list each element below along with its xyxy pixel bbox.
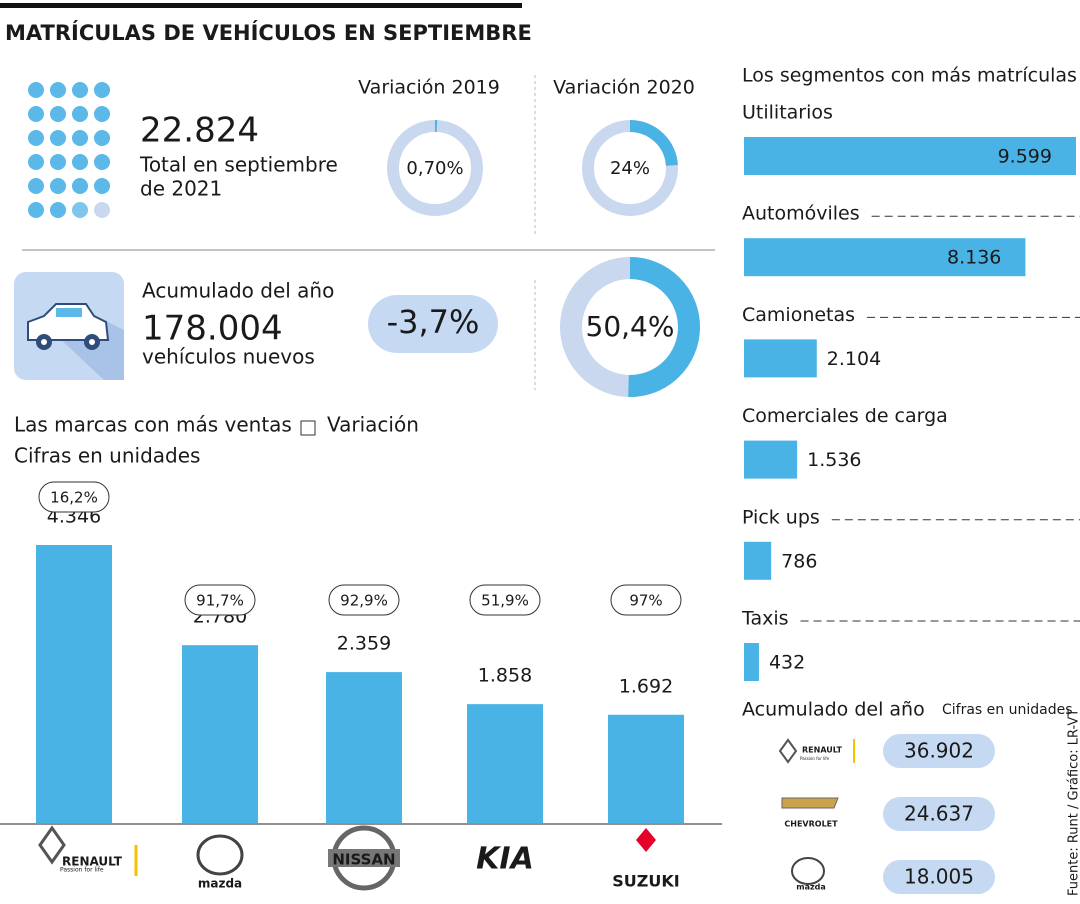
brand-logo: mazda <box>198 877 242 891</box>
brand-logo: SUZUKI <box>612 872 679 891</box>
bar-subtitle: Cifras en unidades <box>14 444 200 468</box>
total-label: de 2021 <box>140 177 222 201</box>
dot <box>94 202 110 218</box>
variation-label: 97% <box>629 592 662 610</box>
total-value: 22.824 <box>140 111 259 151</box>
dot <box>28 106 44 122</box>
segment-bar <box>744 339 817 377</box>
dot <box>72 178 88 194</box>
segment-label: Utilitarios <box>742 102 833 124</box>
dot <box>72 106 88 122</box>
segment-value: 1.536 <box>807 449 861 471</box>
segment-label: Pick ups <box>742 506 820 528</box>
dot-grid <box>28 82 110 218</box>
logo-shape <box>780 740 796 762</box>
dot <box>94 178 110 194</box>
bar-value-label: 2.359 <box>337 633 391 655</box>
dot <box>50 106 66 122</box>
segment-bar <box>744 542 771 580</box>
accumulated-value: 178.004 <box>142 309 283 349</box>
top-rule <box>0 3 522 8</box>
bar <box>36 545 112 823</box>
dot <box>50 154 66 170</box>
logo-shape <box>782 798 838 808</box>
segment-bar <box>744 441 797 479</box>
dot <box>72 130 88 146</box>
segment-label: Comerciales de carga <box>742 405 948 427</box>
donut-title: Variación 2019 <box>358 77 500 99</box>
bar <box>182 645 258 823</box>
bar-title: Las marcas con más ventas <box>14 413 292 437</box>
variation-label: 51,9% <box>481 592 529 610</box>
dot <box>50 82 66 98</box>
dot <box>50 130 66 146</box>
segment-label: Camionetas <box>742 304 855 326</box>
brand-logo: RENAULT <box>62 855 123 869</box>
dot <box>28 154 44 170</box>
dot <box>94 154 110 170</box>
brand-logo: RENAULT <box>802 746 843 755</box>
dot <box>28 130 44 146</box>
brand-logo: CHEVROLET <box>784 820 838 829</box>
acc-brands-title: Acumulado del año <box>742 699 925 721</box>
bar <box>467 704 543 823</box>
segment-bar <box>744 643 759 681</box>
logo-shape <box>636 828 656 852</box>
hbar-title: Los segmentos con más matrículas <box>742 65 1077 87</box>
segment-label: Automóviles <box>742 203 860 225</box>
legend-label: Variación <box>327 413 419 437</box>
logo-shape <box>40 828 64 862</box>
bar <box>608 715 684 823</box>
brand-value: 24.637 <box>904 802 974 826</box>
dot <box>28 82 44 98</box>
dot <box>28 178 44 194</box>
dot <box>94 82 110 98</box>
segment-label: Taxis <box>741 608 789 630</box>
brand-logo: NISSAN <box>332 851 395 869</box>
page-title: MATRÍCULAS DE VEHÍCULOS EN SEPTIEMBRE <box>5 20 532 45</box>
dot <box>72 154 88 170</box>
accumulated-change: -3,7% <box>387 303 480 341</box>
donut-label: 0,70% <box>406 158 463 179</box>
segment-value: 2.104 <box>827 348 881 370</box>
dot <box>72 202 88 218</box>
bar <box>326 672 402 823</box>
acc-brands-subtitle: Cifras en unidades <box>942 702 1073 718</box>
donut-label: 50,4% <box>586 310 675 343</box>
variation-label: 92,9% <box>340 592 388 610</box>
dot <box>94 130 110 146</box>
source: Fuente: Runt / Gráfico: LR-VT <box>1067 709 1080 896</box>
car-icon <box>14 272 124 380</box>
dot <box>72 82 88 98</box>
dot <box>50 202 66 218</box>
logo-shape <box>198 836 242 874</box>
donut-title: Variación 2020 <box>553 77 695 99</box>
brand-logo: KIA <box>476 842 534 877</box>
segment-value: 786 <box>781 550 817 572</box>
variation-label: 16,2% <box>50 489 98 507</box>
accumulated-label: Acumulado del año <box>142 279 334 303</box>
total-label: Total en septiembre <box>139 153 338 177</box>
brand-value: 18.005 <box>904 865 974 889</box>
logo-tagline: Passion for life <box>800 756 830 761</box>
dot <box>94 106 110 122</box>
segment-value: 432 <box>769 652 805 674</box>
segment-value: 9.599 <box>998 146 1052 168</box>
bar-value-label: 1.692 <box>619 675 673 697</box>
accumulated-sublabel: vehículos nuevos <box>142 345 315 369</box>
brand-logo: mazda <box>796 883 826 892</box>
brand-value: 36.902 <box>904 739 974 763</box>
segment-value: 8.136 <box>947 247 1001 269</box>
variation-label: 91,7% <box>196 592 244 610</box>
donut-label: 24% <box>610 158 650 179</box>
bar-value-label: 1.858 <box>478 665 532 687</box>
dot <box>50 178 66 194</box>
logo-shape <box>792 858 824 884</box>
legend-box <box>301 421 315 435</box>
dot <box>28 202 44 218</box>
